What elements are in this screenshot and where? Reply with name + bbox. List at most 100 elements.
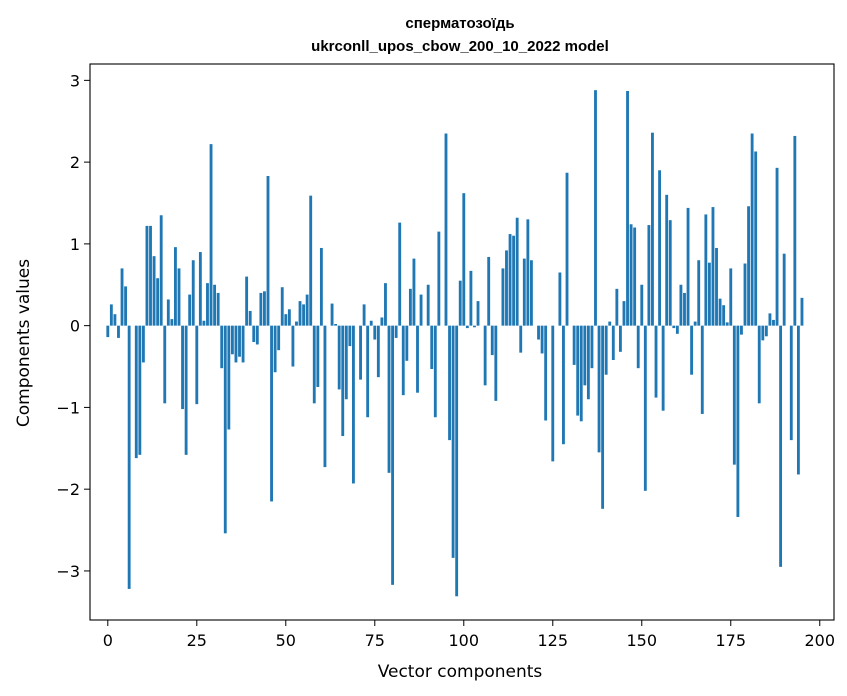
bar-44 — [263, 291, 266, 326]
y-tick-label: −2 — [56, 480, 80, 499]
bar-192 — [789, 325, 793, 441]
bar-104 — [476, 301, 480, 326]
bar-123 — [544, 325, 548, 421]
y-tick-label: −3 — [56, 562, 80, 581]
y-tick-label: 3 — [70, 71, 80, 90]
bar-137 — [594, 90, 597, 326]
bar-164 — [690, 325, 694, 375]
bar-66 — [341, 325, 345, 437]
bar-175 — [729, 268, 733, 326]
bar-145 — [622, 301, 626, 326]
bar-136 — [590, 325, 594, 369]
bar-74 — [369, 320, 373, 326]
x-tick-label: 0 — [103, 631, 113, 650]
bar-152 — [647, 225, 651, 326]
bar-26 — [198, 252, 202, 326]
bar-10 — [141, 325, 145, 363]
bar-21 — [181, 325, 184, 410]
bar-180 — [747, 206, 750, 326]
bar-116 — [519, 325, 523, 353]
bar-51 — [287, 309, 291, 326]
bar-131 — [572, 325, 576, 365]
bar-147 — [629, 224, 633, 326]
y-tick-label: 2 — [70, 153, 80, 172]
bar-36 — [234, 325, 238, 363]
bar-138 — [597, 325, 601, 453]
bar-34 — [227, 325, 231, 430]
bar-86 — [412, 258, 416, 326]
bar-27 — [202, 320, 206, 326]
bar-159 — [672, 325, 676, 329]
bar-118 — [526, 219, 530, 326]
bar-97 — [451, 325, 455, 558]
bar-139 — [601, 325, 605, 509]
bar-9 — [138, 325, 142, 455]
bar-23 — [188, 294, 192, 326]
bar-83 — [401, 325, 405, 396]
x-tick-label: 100 — [449, 631, 480, 650]
bar-122 — [540, 325, 544, 354]
bar-88 — [419, 294, 423, 326]
bar-171 — [715, 247, 718, 326]
bar-178 — [740, 325, 743, 335]
bar-72 — [362, 304, 366, 326]
bar-22 — [184, 325, 188, 455]
bar-20 — [177, 268, 181, 326]
bar-177 — [736, 325, 740, 517]
bar-144 — [618, 325, 622, 352]
bar-8 — [134, 325, 138, 459]
bar-59 — [316, 325, 320, 387]
bar-129 — [565, 172, 569, 326]
bar-184 — [761, 325, 765, 341]
y-tick-label: −1 — [56, 398, 80, 417]
bar-160 — [675, 325, 679, 334]
bar-78 — [384, 283, 387, 326]
chart-subtitle: ukrconll_upos_cbow_200_10_2022 model — [311, 38, 609, 55]
bar-38 — [241, 325, 245, 363]
bar-102 — [469, 270, 473, 326]
bar-141 — [608, 321, 612, 326]
bar-172 — [718, 298, 722, 326]
bar-134 — [583, 325, 587, 386]
bar-39 — [245, 276, 249, 326]
bar-179 — [743, 263, 747, 326]
bar-54 — [298, 301, 302, 326]
bar-111 — [501, 268, 505, 326]
bar-50 — [284, 314, 288, 326]
bar-127 — [558, 272, 562, 326]
bar-37 — [238, 325, 241, 357]
bar-128 — [562, 325, 565, 445]
bar-28 — [206, 283, 209, 326]
bar-150 — [640, 284, 644, 326]
bar-121 — [537, 325, 540, 340]
bar-65 — [337, 325, 341, 390]
bar-73 — [366, 325, 370, 418]
bar-157 — [665, 194, 669, 326]
bar-133 — [579, 325, 583, 422]
x-tick-label: 175 — [715, 631, 746, 650]
bar-75 — [373, 325, 377, 340]
bar-140 — [604, 325, 608, 375]
bar-3 — [117, 325, 120, 338]
bar-33 — [223, 325, 227, 534]
bar-106 — [483, 325, 487, 386]
x-axis-ticks: 0 25 50 75 100 125 150 175 200 — [103, 620, 835, 650]
bar-47 — [273, 325, 277, 373]
x-tick-label: 25 — [187, 631, 207, 650]
x-axis-label: Vector components — [378, 662, 543, 682]
bar-80 — [391, 325, 395, 585]
bar-35 — [230, 325, 234, 355]
bar-5 — [124, 286, 128, 326]
bar-154 — [654, 325, 658, 398]
bar-67 — [344, 325, 348, 400]
bar-109 — [494, 325, 498, 401]
bar-30 — [213, 284, 217, 326]
bar-166 — [697, 260, 701, 326]
bar-31 — [216, 292, 220, 326]
bar-6 — [127, 325, 131, 589]
bar-15 — [159, 215, 163, 326]
bar-143 — [615, 288, 619, 326]
bar-2 — [113, 314, 117, 326]
bar-107 — [487, 256, 491, 326]
y-axis-label: Components values — [14, 259, 34, 427]
